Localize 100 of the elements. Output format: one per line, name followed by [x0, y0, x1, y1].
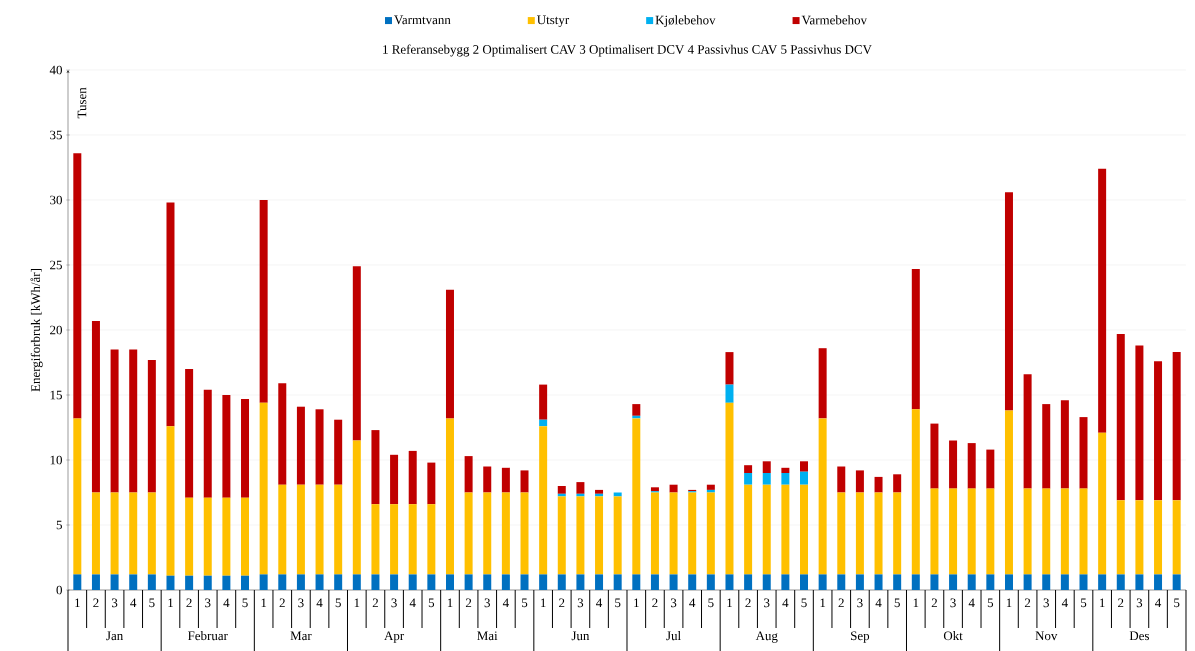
bar [874, 574, 883, 590]
bar [1060, 488, 1069, 575]
bar [1060, 400, 1069, 489]
bar [967, 574, 976, 590]
bar [967, 443, 976, 489]
x-tick-label: 4 [782, 598, 789, 608]
y-tick-label: 0 [56, 585, 62, 595]
x-tick-label: 1 [447, 598, 453, 608]
bar [688, 574, 697, 590]
x-tick-label: 5 [1174, 598, 1180, 608]
x-tick-label: 3 [391, 598, 397, 608]
bar [911, 268, 920, 410]
bar [390, 504, 399, 575]
bar [241, 575, 250, 590]
x-tick-label: 5 [708, 598, 714, 608]
bar [706, 492, 715, 575]
bar [483, 574, 492, 590]
bar [874, 476, 883, 493]
x-tick-label: 1 [1100, 598, 1105, 608]
x-tick-label: 3 [950, 598, 956, 608]
bar [1172, 574, 1181, 590]
x-tick-label: 4 [968, 598, 975, 608]
bar [893, 492, 902, 575]
bar [390, 574, 399, 590]
bar [800, 574, 809, 590]
bar [949, 440, 958, 489]
bar [855, 492, 864, 575]
bar [464, 492, 473, 575]
bar [688, 492, 697, 575]
bar [445, 289, 454, 419]
bar [185, 497, 194, 576]
x-tick-label: 4 [1155, 598, 1162, 608]
bar [1079, 488, 1088, 575]
bar [73, 574, 82, 590]
bar [1023, 374, 1032, 489]
text: Apr [384, 631, 405, 643]
x-tick-label: 5 [801, 598, 807, 608]
bar [166, 202, 175, 427]
bar [445, 574, 454, 590]
bar [1098, 574, 1107, 590]
x-tick-label: 1 [541, 598, 546, 608]
bar [762, 473, 771, 485]
bar [837, 574, 846, 590]
bar [706, 489, 715, 493]
bar [1135, 345, 1144, 501]
bar [1023, 574, 1032, 590]
bar [464, 456, 473, 493]
bar [185, 575, 194, 590]
bar [241, 497, 250, 576]
x-tick-label: 2 [652, 598, 658, 608]
bar [296, 406, 305, 485]
bar [427, 504, 436, 575]
bar [259, 402, 268, 575]
bar [818, 348, 827, 419]
bar [893, 474, 902, 493]
bar [371, 574, 380, 590]
x-tick-label: 4 [130, 598, 137, 608]
bar [781, 574, 790, 590]
bar [315, 574, 324, 590]
x-tick-label: 1 [1006, 598, 1012, 608]
bar [762, 574, 771, 590]
bar [539, 426, 548, 575]
bar [539, 574, 548, 590]
bar [1042, 574, 1051, 590]
bar [818, 418, 827, 575]
y-tick-label: 10 [50, 455, 62, 465]
bar [203, 575, 212, 590]
x-tick-label: 1 [168, 598, 173, 608]
bar [595, 574, 604, 590]
bar [222, 575, 231, 590]
x-tick-label: 1 [75, 598, 80, 608]
bar [73, 418, 82, 575]
bar [725, 384, 734, 403]
bar [744, 473, 753, 485]
bar [762, 461, 771, 473]
bar [725, 402, 734, 575]
bar [91, 492, 100, 575]
bar [1004, 410, 1013, 575]
bar [893, 574, 902, 590]
x-tick-label: 4 [596, 598, 603, 608]
bar [986, 449, 995, 489]
x-tick-label: 2 [559, 598, 565, 608]
bar [967, 488, 976, 575]
bar [930, 574, 939, 590]
chart-subtitle: 1 Referansebygg 2 Optimalisert CAV 3 Optimalisert DCV 4 Passivhus CAV 5 Passivhus DCV [383, 44, 872, 57]
bar [110, 349, 119, 493]
bar [1023, 488, 1032, 575]
bar [725, 352, 734, 385]
x-tick-label: 2 [1024, 598, 1031, 608]
bar [427, 462, 436, 505]
bar [483, 492, 492, 575]
x-tick-label: 4 [223, 598, 230, 608]
bar [1004, 574, 1013, 590]
bar [185, 369, 194, 498]
x-tick-label: 5 [149, 598, 155, 608]
bar [557, 496, 566, 575]
y-tick-label: 15 [50, 390, 62, 400]
bar [91, 574, 100, 590]
bar [1135, 574, 1144, 590]
bar [520, 470, 529, 493]
